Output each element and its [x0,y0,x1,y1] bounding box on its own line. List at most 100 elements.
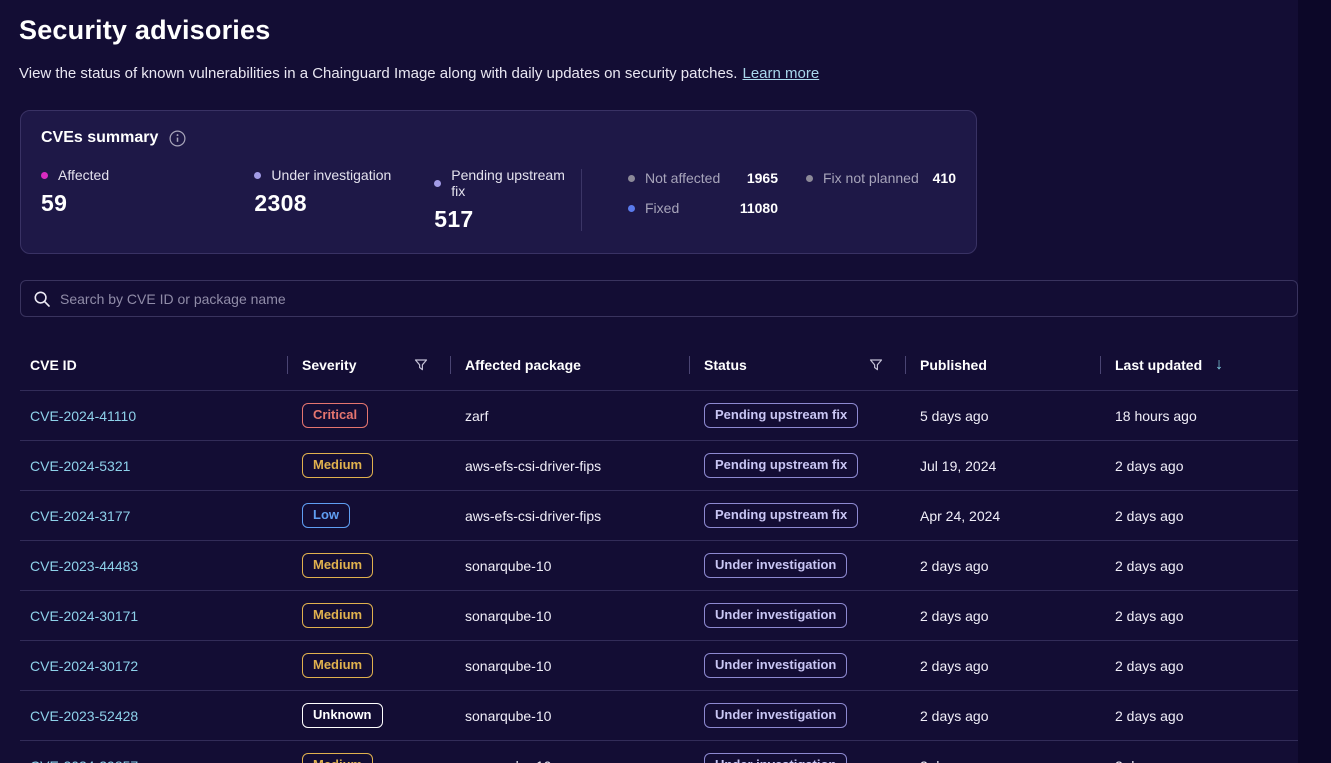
affected-package: zarf [465,407,489,424]
cve-link[interactable]: CVE-2023-52428 [30,707,139,724]
status-badge: Under investigation [704,703,848,728]
column-header-severity: Severity [287,357,450,373]
column-label: Last updated [1115,357,1203,373]
last-updated-date: 2 days ago [1100,758,1298,763]
cve-link[interactable]: CVE-2024-30172 [30,657,139,674]
status-badge: Under investigation [704,653,848,678]
column-header-published: Published [905,357,1100,373]
cve-link[interactable]: CVE-2023-44483 [30,557,139,574]
cve-link[interactable]: CVE-2024-5321 [30,457,131,474]
status-badge: Under investigation [704,553,848,578]
search-input[interactable] [60,290,1285,307]
status-dot-icon [41,171,48,179]
stat-label: Affected [58,167,110,183]
summary-stat: Pending upstream fix 517 [434,167,581,233]
table-row[interactable]: CVE-2024-3177 Low aws-efs-csi-driver-fip… [20,490,1298,540]
affected-package: sonarqube-10 [465,707,552,724]
status-filter-icon[interactable] [869,358,883,372]
mini-stat-value: 11080 [739,200,778,216]
advisories-table: CVE ID Severity Affected package Status [20,340,1298,763]
cves-summary-card: CVEs summary Affected 59 [20,110,977,254]
status-dot-icon [628,174,635,182]
mini-stat-value: 1965 [746,170,778,186]
summary-stat: Under investigation 2308 [254,167,434,233]
info-icon[interactable] [169,130,186,147]
cves-summary-stats: Affected 59 Under investigation 2308 [41,167,956,233]
page-subtitle: View the status of known vulnerabilities… [0,46,1298,82]
affected-package: aws-efs-csi-driver-fips [465,507,602,524]
published-date: Apr 24, 2024 [920,507,1001,524]
table-row[interactable]: CVE-2024-29857 Medium sonarqube-10 Under… [20,740,1298,763]
table-row[interactable]: CVE-2023-52428 Unknown sonarqube-10 Unde… [20,690,1298,740]
severity-badge: Medium [302,603,374,628]
page-title: Security advisories [19,15,271,45]
table-row[interactable]: CVE-2023-44483 Medium sonarqube-10 Under… [20,540,1298,590]
stat-value: 59 [41,190,68,216]
cve-link[interactable]: CVE-2024-41110 [30,407,137,424]
severity-badge: Medium [302,453,374,478]
affected-package: sonarqube-10 [465,557,552,574]
published-date: Jul 19, 2024 [920,457,997,474]
cves-summary-header: CVEs summary [41,128,956,147]
cve-link[interactable]: CVE-2024-29857 [30,758,138,763]
cve-link[interactable]: CVE-2024-30171 [30,607,139,624]
column-label: Severity [302,357,357,373]
table-row[interactable]: CVE-2024-30172 Medium sonarqube-10 Under… [20,640,1298,690]
published-date: 2 days ago [905,758,1100,763]
severity-badge: Low [302,503,350,528]
published-date: 5 days ago [920,407,989,424]
column-header-last-updated[interactable]: Last updated ↓ [1100,356,1298,374]
column-header-status: Status [689,357,905,373]
table-row[interactable]: CVE-2024-41110 Critical zarf Pending ups… [20,390,1298,440]
affected-package: sonarqube-10 [465,607,552,624]
summary-divider [581,169,582,231]
mini-stat-value: 410 [932,170,956,186]
severity-badge: Critical [302,403,369,428]
mini-stat-label: Fixed [645,200,680,216]
subtitle-text: View the status of known vulnerabilities… [19,65,738,82]
column-header-affected-package: Affected package [450,357,689,373]
published-date: 2 days ago [920,657,989,674]
cve-link[interactable]: CVE-2024-3177 [30,507,131,524]
affected-package: aws-efs-csi-driver-fips [465,457,602,474]
table-row[interactable]: CVE-2024-5321 Medium aws-efs-csi-driver-… [20,440,1298,490]
security-advisories-page: Security advisories View the status of k… [0,0,1298,763]
published-date: 2 days ago [920,557,989,574]
table-body: CVE-2024-41110 Critical zarf Pending ups… [20,390,1298,763]
cves-summary-title: CVEs summary [41,128,159,146]
stat-value: 2308 [254,190,307,216]
summary-mini-stat: Fix not planned 410 [806,170,956,186]
status-badge: Pending upstream fix [704,503,859,528]
status-dot-icon [254,171,262,179]
summary-mini-stat: Fixed 11080 [628,200,778,216]
last-updated-date: 2 days ago [1115,657,1184,674]
stat-label: Pending upstream fix [451,167,565,199]
affected-package: sonarqube-10 [465,657,552,674]
status-badge: Under investigation [704,753,848,763]
status-badge: Under investigation [704,603,848,628]
last-updated-date: 18 hours ago [1115,407,1197,424]
table-row[interactable]: CVE-2024-30171 Medium sonarqube-10 Under… [20,590,1298,640]
summary-mini-stat: Not affected 1965 [628,170,778,186]
published-date: 2 days ago [920,607,989,624]
primary-stats: Affected 59 Under investigation 2308 [41,167,581,233]
mini-stat-label: Fix not planned [823,170,919,186]
severity-badge: Unknown [302,703,383,728]
affected-package: sonarqube-10 [450,758,689,763]
table-header: CVE ID Severity Affected package Status [20,340,1298,390]
severity-filter-icon[interactable] [414,358,428,372]
summary-stat: Affected 59 [41,167,254,233]
status-dot-icon [628,204,635,212]
secondary-stats: Not affected 1965 Fix not planned 410 Fi… [628,167,956,233]
column-label: Status [704,357,747,373]
status-dot-icon [806,174,813,182]
status-dot-icon [434,179,442,187]
severity-badge: Medium [302,553,374,578]
status-badge: Pending upstream fix [704,403,859,428]
sort-descending-icon[interactable]: ↓ [1215,356,1224,373]
status-badge: Pending upstream fix [704,453,859,478]
stat-label: Under investigation [271,167,392,183]
search-bar[interactable] [20,280,1298,317]
last-updated-date: 2 days ago [1115,457,1184,474]
learn-more-link[interactable]: Learn more [742,65,820,82]
